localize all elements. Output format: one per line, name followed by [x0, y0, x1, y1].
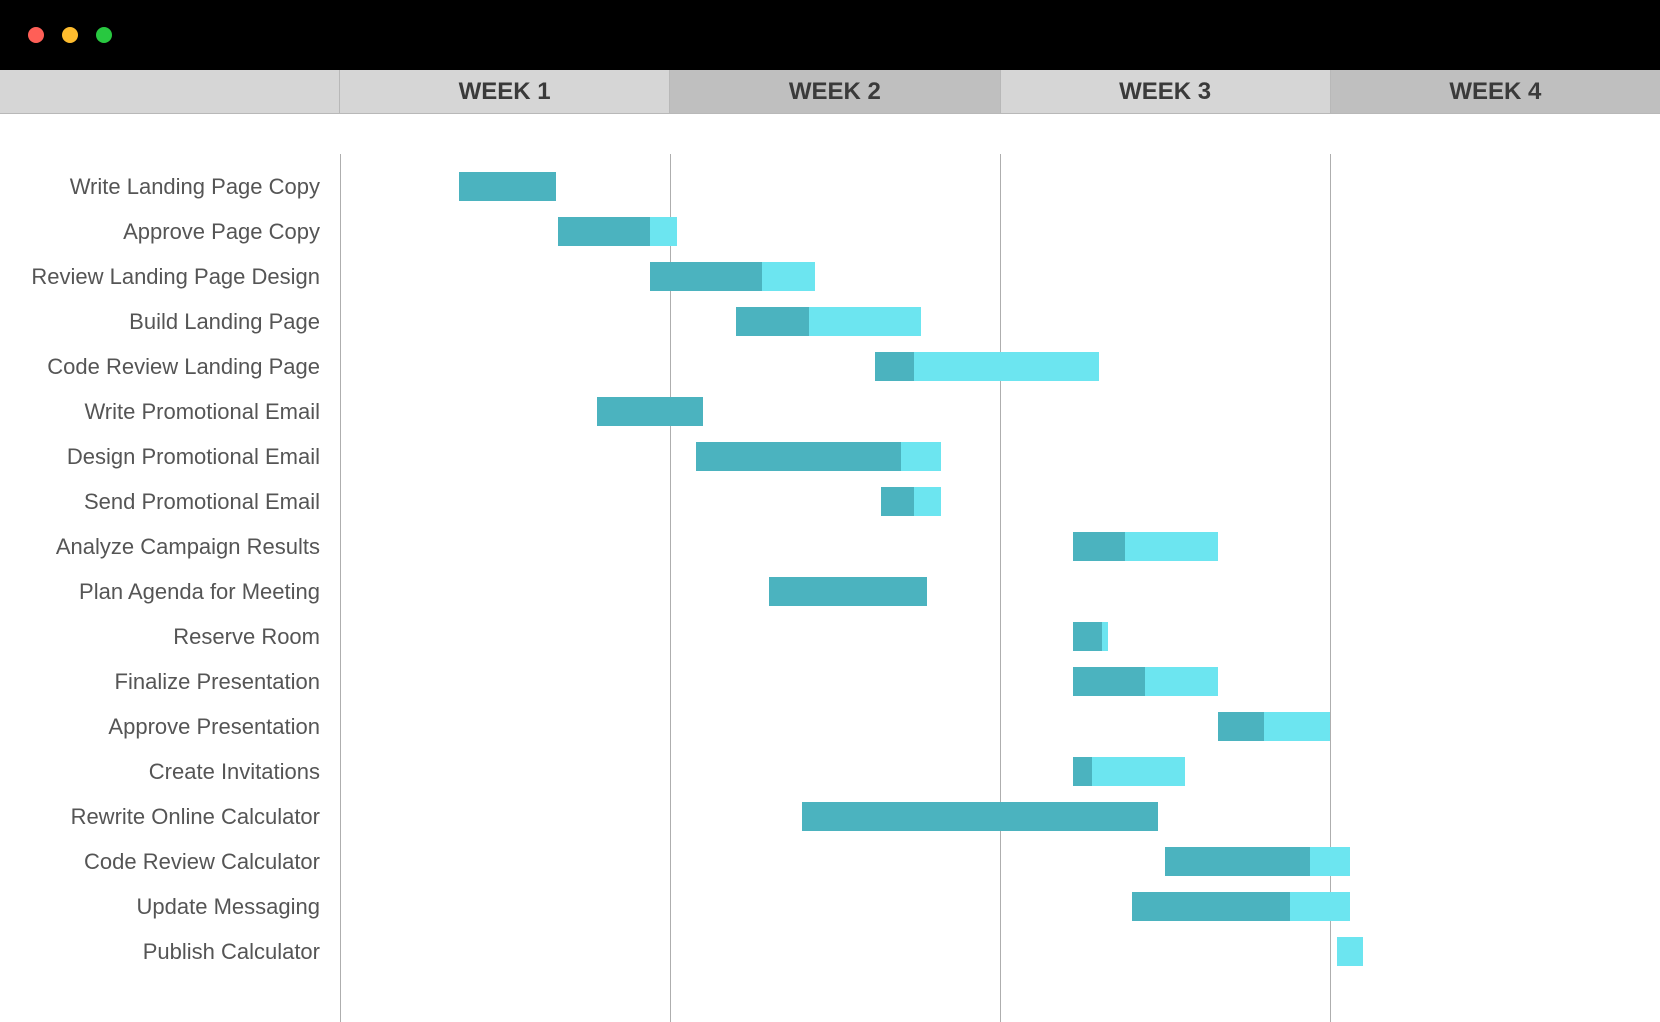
gantt-bar-progress[interactable]: [881, 487, 914, 516]
gantt-bar-row: [340, 839, 1660, 884]
task-label-row: Write Promotional Email: [0, 389, 340, 434]
task-label-row: Approve Page Copy: [0, 209, 340, 254]
gantt-bar-progress[interactable]: [769, 577, 927, 606]
maximize-icon[interactable]: [96, 27, 112, 43]
task-label: Plan Agenda for Meeting: [79, 579, 320, 605]
task-label-row: Write Landing Page Copy: [0, 164, 340, 209]
gantt-bar-progress[interactable]: [558, 217, 650, 246]
task-label-row: Analyze Campaign Results: [0, 524, 340, 569]
minimize-icon[interactable]: [62, 27, 78, 43]
task-label-row: Approve Presentation: [0, 704, 340, 749]
task-label-row: Code Review Landing Page: [0, 344, 340, 389]
task-label: Finalize Presentation: [115, 669, 320, 695]
gantt-header-weeks: WEEK 1WEEK 2WEEK 3WEEK 4: [340, 70, 1660, 113]
task-label-row: Review Landing Page Design: [0, 254, 340, 299]
task-label: Write Promotional Email: [84, 399, 320, 425]
gantt-bar-progress[interactable]: [1132, 892, 1290, 921]
task-label: Build Landing Page: [129, 309, 320, 335]
gantt-bar-progress[interactable]: [1073, 757, 1093, 786]
task-label-row: Send Promotional Email: [0, 479, 340, 524]
gantt-bar-progress[interactable]: [1218, 712, 1264, 741]
task-label-row: Finalize Presentation: [0, 659, 340, 704]
task-label: Create Invitations: [149, 759, 320, 785]
gantt-bar-progress[interactable]: [696, 442, 901, 471]
gantt-header-left: [0, 70, 340, 113]
gantt-bar-row: [340, 479, 1660, 524]
gantt-bar-progress[interactable]: [1073, 622, 1102, 651]
gantt-bar-progress[interactable]: [802, 802, 1158, 831]
gantt-header: WEEK 1WEEK 2WEEK 3WEEK 4: [0, 70, 1660, 114]
week-header-cell: WEEK 3: [1001, 70, 1331, 113]
gantt-bar-progress[interactable]: [597, 397, 703, 426]
task-label-row: Update Messaging: [0, 884, 340, 929]
gantt-bar-remaining[interactable]: [1337, 937, 1363, 966]
week-header-cell: WEEK 1: [340, 70, 670, 113]
gantt-bar-row: [340, 794, 1660, 839]
task-label: Rewrite Online Calculator: [71, 804, 320, 830]
week-header-cell: WEEK 4: [1331, 70, 1660, 113]
gantt-bar-row: [340, 704, 1660, 749]
task-label-row: Design Promotional Email: [0, 434, 340, 479]
task-label: Code Review Calculator: [84, 849, 320, 875]
gantt-bar-row: [340, 344, 1660, 389]
gantt-bar-progress[interactable]: [1165, 847, 1310, 876]
week-header-cell: WEEK 2: [670, 70, 1000, 113]
gantt-bar-row: [340, 569, 1660, 614]
task-label-row: Publish Calculator: [0, 929, 340, 974]
gantt-bar-progress[interactable]: [650, 262, 762, 291]
gantt-bar-row: [340, 884, 1660, 929]
gantt-bar-progress[interactable]: [875, 352, 915, 381]
task-label: Reserve Room: [173, 624, 320, 650]
gantt-bar-row: [340, 209, 1660, 254]
gantt-bar-row: [340, 659, 1660, 704]
gantt-bar-row: [340, 929, 1660, 974]
gantt-bar-progress[interactable]: [736, 307, 809, 336]
task-label: Analyze Campaign Results: [56, 534, 320, 560]
task-label: Review Landing Page Design: [31, 264, 320, 290]
task-label-row: Reserve Room: [0, 614, 340, 659]
task-label: Publish Calculator: [143, 939, 320, 965]
task-label-row: Build Landing Page: [0, 299, 340, 344]
gantt-bar-row: [340, 749, 1660, 794]
task-label: Write Landing Page Copy: [70, 174, 320, 200]
task-label: Send Promotional Email: [84, 489, 320, 515]
gantt-labels-column: Write Landing Page Copy Approve Page Copy…: [0, 114, 340, 1022]
gantt-bar-progress[interactable]: [1073, 667, 1146, 696]
task-label-row: Code Review Calculator: [0, 839, 340, 884]
close-icon[interactable]: [28, 27, 44, 43]
gantt-chart: Write Landing Page Copy Approve Page Copy…: [0, 114, 1660, 1022]
task-label: Update Messaging: [137, 894, 320, 920]
gantt-bar-progress[interactable]: [459, 172, 557, 201]
gantt-bar-progress[interactable]: [1073, 532, 1126, 561]
gantt-bar-row: [340, 524, 1660, 569]
task-label-row: Create Invitations: [0, 749, 340, 794]
window-title-bar: [0, 0, 1660, 70]
gantt-bar-row: [340, 254, 1660, 299]
gantt-bar-row: [340, 299, 1660, 344]
task-label: Code Review Landing Page: [47, 354, 320, 380]
task-label: Approve Page Copy: [123, 219, 320, 245]
task-label-row: Rewrite Online Calculator: [0, 794, 340, 839]
task-label-row: Plan Agenda for Meeting: [0, 569, 340, 614]
gantt-bars-column: [340, 114, 1660, 1022]
gantt-bar-row: [340, 614, 1660, 659]
task-label: Design Promotional Email: [67, 444, 320, 470]
gantt-bar-row: [340, 434, 1660, 479]
task-label: Approve Presentation: [108, 714, 320, 740]
gantt-bar-row: [340, 389, 1660, 434]
gantt-bar-row: [340, 164, 1660, 209]
